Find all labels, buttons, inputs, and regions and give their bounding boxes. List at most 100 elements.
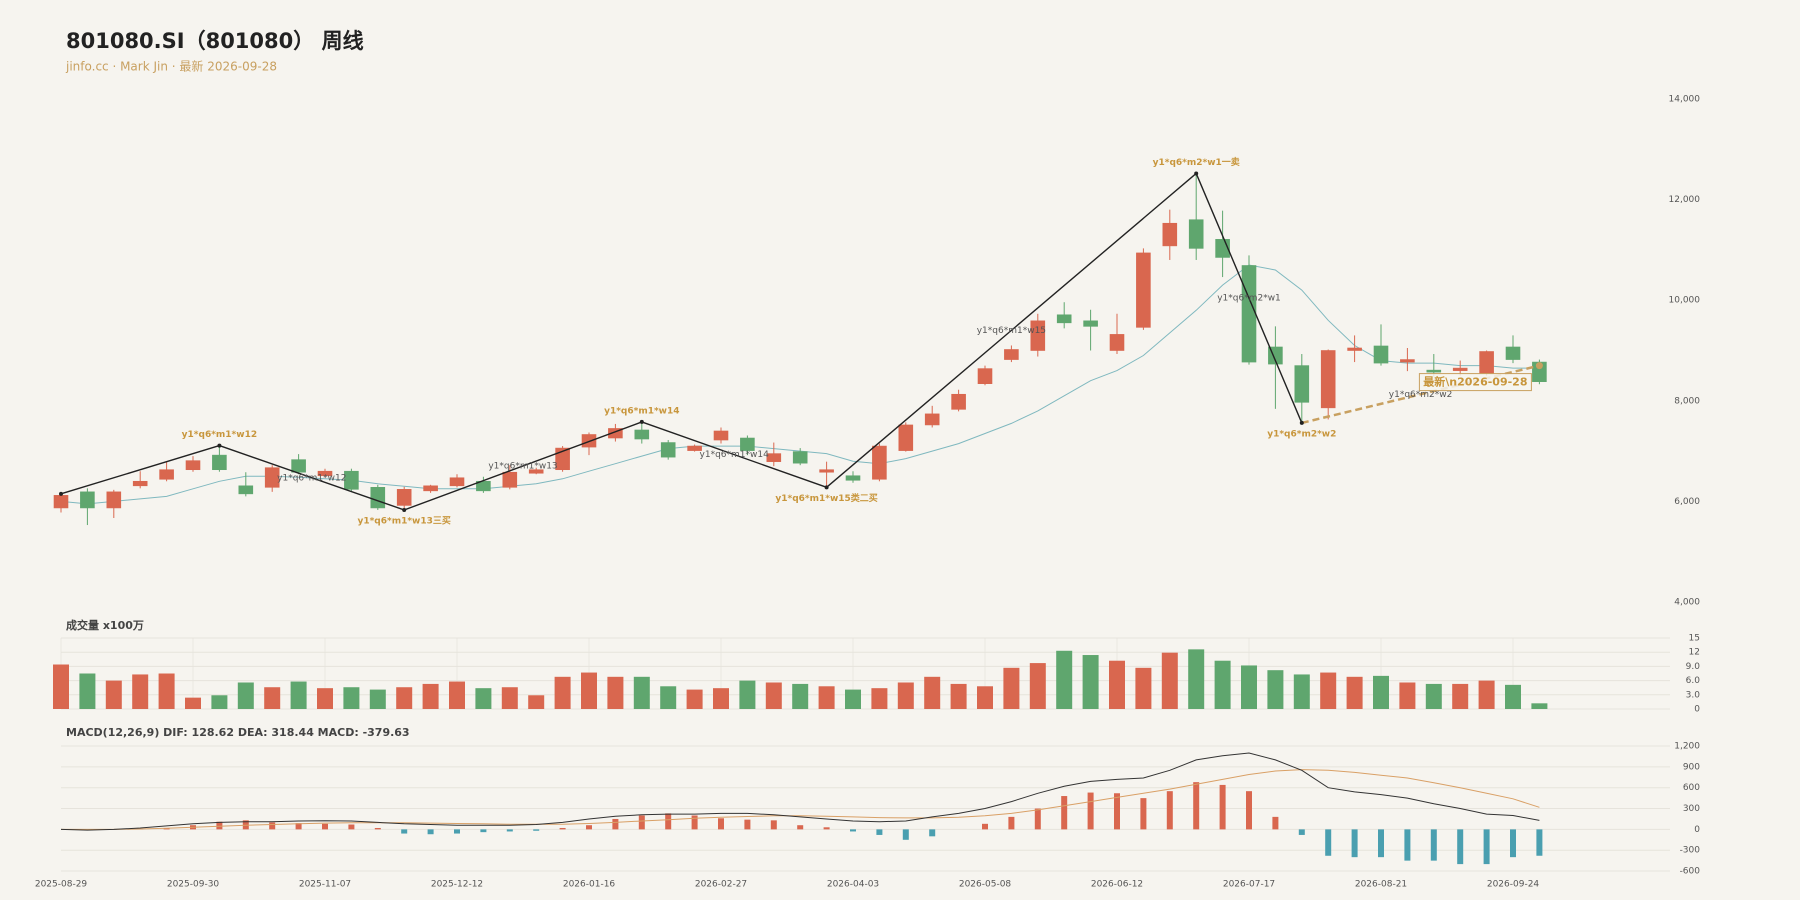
macd-bar [1087,792,1094,830]
candle-body [845,475,861,481]
x-tick-label: 2026-04-03 [827,880,879,890]
volume-bar [317,688,333,709]
volume-bar [1241,665,1257,709]
candle-body [264,467,280,488]
volume-bar [237,682,254,709]
volume-bar [950,683,967,709]
macd-bar [797,825,804,830]
zigzag-point [1194,171,1199,176]
volume-bar [554,676,571,709]
latest-label: 最新\n2026-09-28 [1423,375,1527,389]
y-tick-label: -300 [1680,846,1701,856]
macd-bar [1219,784,1226,830]
volume-bar [1029,663,1046,709]
zigzag-segment [1195,173,1303,424]
macd-bar [744,819,751,830]
y-tick-label: 8,000 [1674,396,1700,406]
macd-bar [454,829,460,834]
volume-bar [924,676,941,709]
volume-bar [713,688,729,709]
macd-bar [1166,791,1173,830]
volume-bar [449,681,465,709]
macd-bar [1351,829,1358,858]
chart-title: 801080.SI（801080） 周线 [66,29,364,53]
candle-body [1532,361,1547,382]
macd-bar [1140,798,1147,830]
y-tick-label: 15 [1689,634,1700,644]
zigzag-segment [403,421,643,511]
macd-bar [480,829,487,833]
segment-label: y1*q6*m2*w2 [1389,390,1453,400]
candle-body [634,429,650,440]
candle-body [1452,367,1468,371]
volume-bar [1505,684,1521,709]
x-tick-label: 2026-08-21 [1355,880,1407,890]
zigzag-segment [60,444,220,495]
volume-bar [765,682,782,709]
y-tick-label: 12,000 [1669,195,1701,205]
candle-body [1426,369,1442,373]
volume-bar [792,683,809,709]
macd-bar [401,829,408,834]
candle-body [1109,334,1125,351]
zigzag-point [639,419,644,424]
candle-body [502,471,518,488]
macd-bar [533,829,540,831]
volume-bar [633,676,650,709]
candle-body [80,491,95,509]
volume-bar [396,687,413,709]
volume-bar [1373,675,1389,709]
volume-bar [290,681,307,709]
macd-bar [638,815,645,830]
candle-body [449,477,465,487]
volume-bar [1320,672,1337,709]
volume-bar [369,689,386,709]
candle-body [53,495,69,509]
candle-body [132,480,148,487]
point-label: y1*q6*m1*w12 [182,430,257,440]
y-tick-label: 6.0 [1686,676,1701,686]
volume-bar [1531,703,1548,709]
candle-body [1347,347,1362,351]
candle-body [238,485,254,495]
zigzag-point [824,485,829,490]
volume-bar [1346,676,1363,709]
volume-bar [1214,660,1231,709]
chart-subtitle: jinfo.cc · Mark Jin · 最新 2026-09-28 [65,59,277,74]
macd-bar [1536,829,1543,856]
macd-bar [427,829,434,835]
macd-bar [1325,829,1332,856]
macd-bar [216,821,223,830]
macd-bar [902,829,909,840]
macd-bar [506,829,513,832]
candle-body [185,460,201,471]
y-tick-label: 10,000 [1669,296,1701,306]
macd-bar [586,825,592,830]
candle-body [792,451,808,464]
candle-body [1030,320,1046,351]
segment-label: y1*q6*m1*w12 [277,473,346,483]
macd-bar [929,829,936,837]
macd-bar [322,823,328,830]
candle-body [1479,351,1494,374]
candle-body [555,447,570,471]
candle-body [898,424,914,451]
y-tick-label: 3.0 [1686,690,1701,700]
volume-bar [1188,649,1205,709]
zigzag-point [217,443,222,448]
y-tick-label: 6,000 [1674,497,1700,507]
volume-bar [211,695,228,709]
candle-body [317,470,333,477]
volume-bar [501,687,518,709]
segment-label: y1*q6*m1*w13 [488,461,557,471]
macd-bar [374,827,381,830]
macd-bar [295,823,302,830]
volume-bar [343,687,360,709]
volume-bar [475,688,492,709]
point-label: y1*q6*m1*w13三买 [357,515,450,526]
candle-body [212,454,227,471]
volume-bar [977,686,993,709]
segment-label: y1*q6*m2*w1 [1217,294,1281,304]
volume-bar [528,695,545,709]
